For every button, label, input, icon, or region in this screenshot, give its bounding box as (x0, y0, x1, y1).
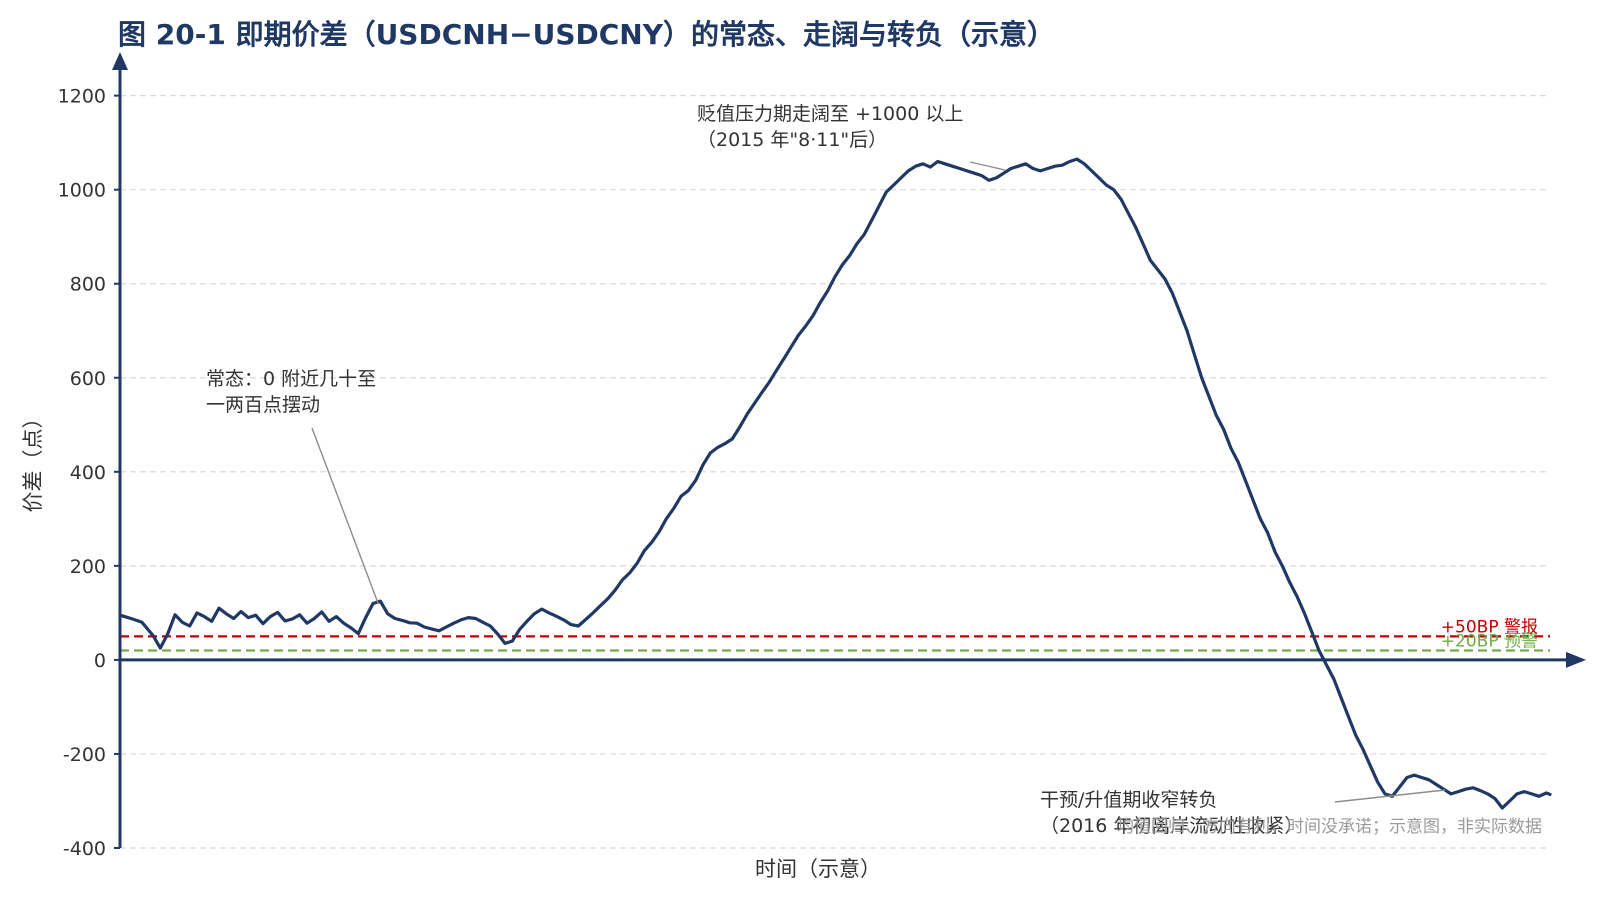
axes (112, 52, 1586, 848)
chart-title: 图 20-1 即期价差（USDCNH−USDCNY）的常态、走阔与转负（示意） (118, 18, 1055, 51)
y-tick-label: 1000 (58, 180, 106, 202)
y-tick-label: 400 (70, 462, 106, 484)
y-tick-label: 800 (70, 274, 106, 296)
grid-lines: 1200 1000 800 600 400 200 0 -200 -400 (58, 86, 1550, 860)
annotation-leader-line (311, 427, 379, 604)
x-axis-arrow (1566, 651, 1586, 668)
annotation-text: 一两百点摆动 (206, 394, 320, 416)
reference-line-label: +50BP 警报 (1441, 617, 1538, 637)
y-tick-label: 600 (70, 368, 106, 390)
series-line (118, 157, 1552, 810)
annotation-text: （2015 年"8·11"后） (697, 129, 887, 151)
y-tick-label: 0 (94, 650, 106, 672)
y-tick-label: -400 (63, 838, 106, 860)
footnote: 均值回归、方向有利，时间没承诺；示意图，非实际数据 (1117, 817, 1542, 837)
x-axis-label: 时间（示意） (755, 857, 881, 881)
annotation-text: 贬值压力期走阔至 +1000 以上 (697, 103, 963, 125)
annotation-text: （2016 年初离岸流动性收紧） (1040, 815, 1303, 837)
y-tick-label: -200 (63, 744, 106, 766)
y-tick-label: 200 (70, 556, 106, 578)
series-layer (118, 157, 1552, 810)
annotation-text: 干预/升值期收窄转负 (1040, 789, 1217, 811)
reference-line-label: +20BP 预警 (1441, 632, 1538, 652)
annotation-leader-line (1334, 789, 1446, 803)
y-axis-label: 价差（点） (21, 408, 45, 513)
reference-lines: +50BP 警报+20BP 预警 (120, 617, 1550, 652)
annotation-leader-line (969, 161, 1006, 171)
y-tick-label: 1200 (58, 86, 106, 108)
annotation-text: 常态：0 附近几十至 (206, 368, 376, 390)
y-axis-arrow (112, 52, 128, 70)
